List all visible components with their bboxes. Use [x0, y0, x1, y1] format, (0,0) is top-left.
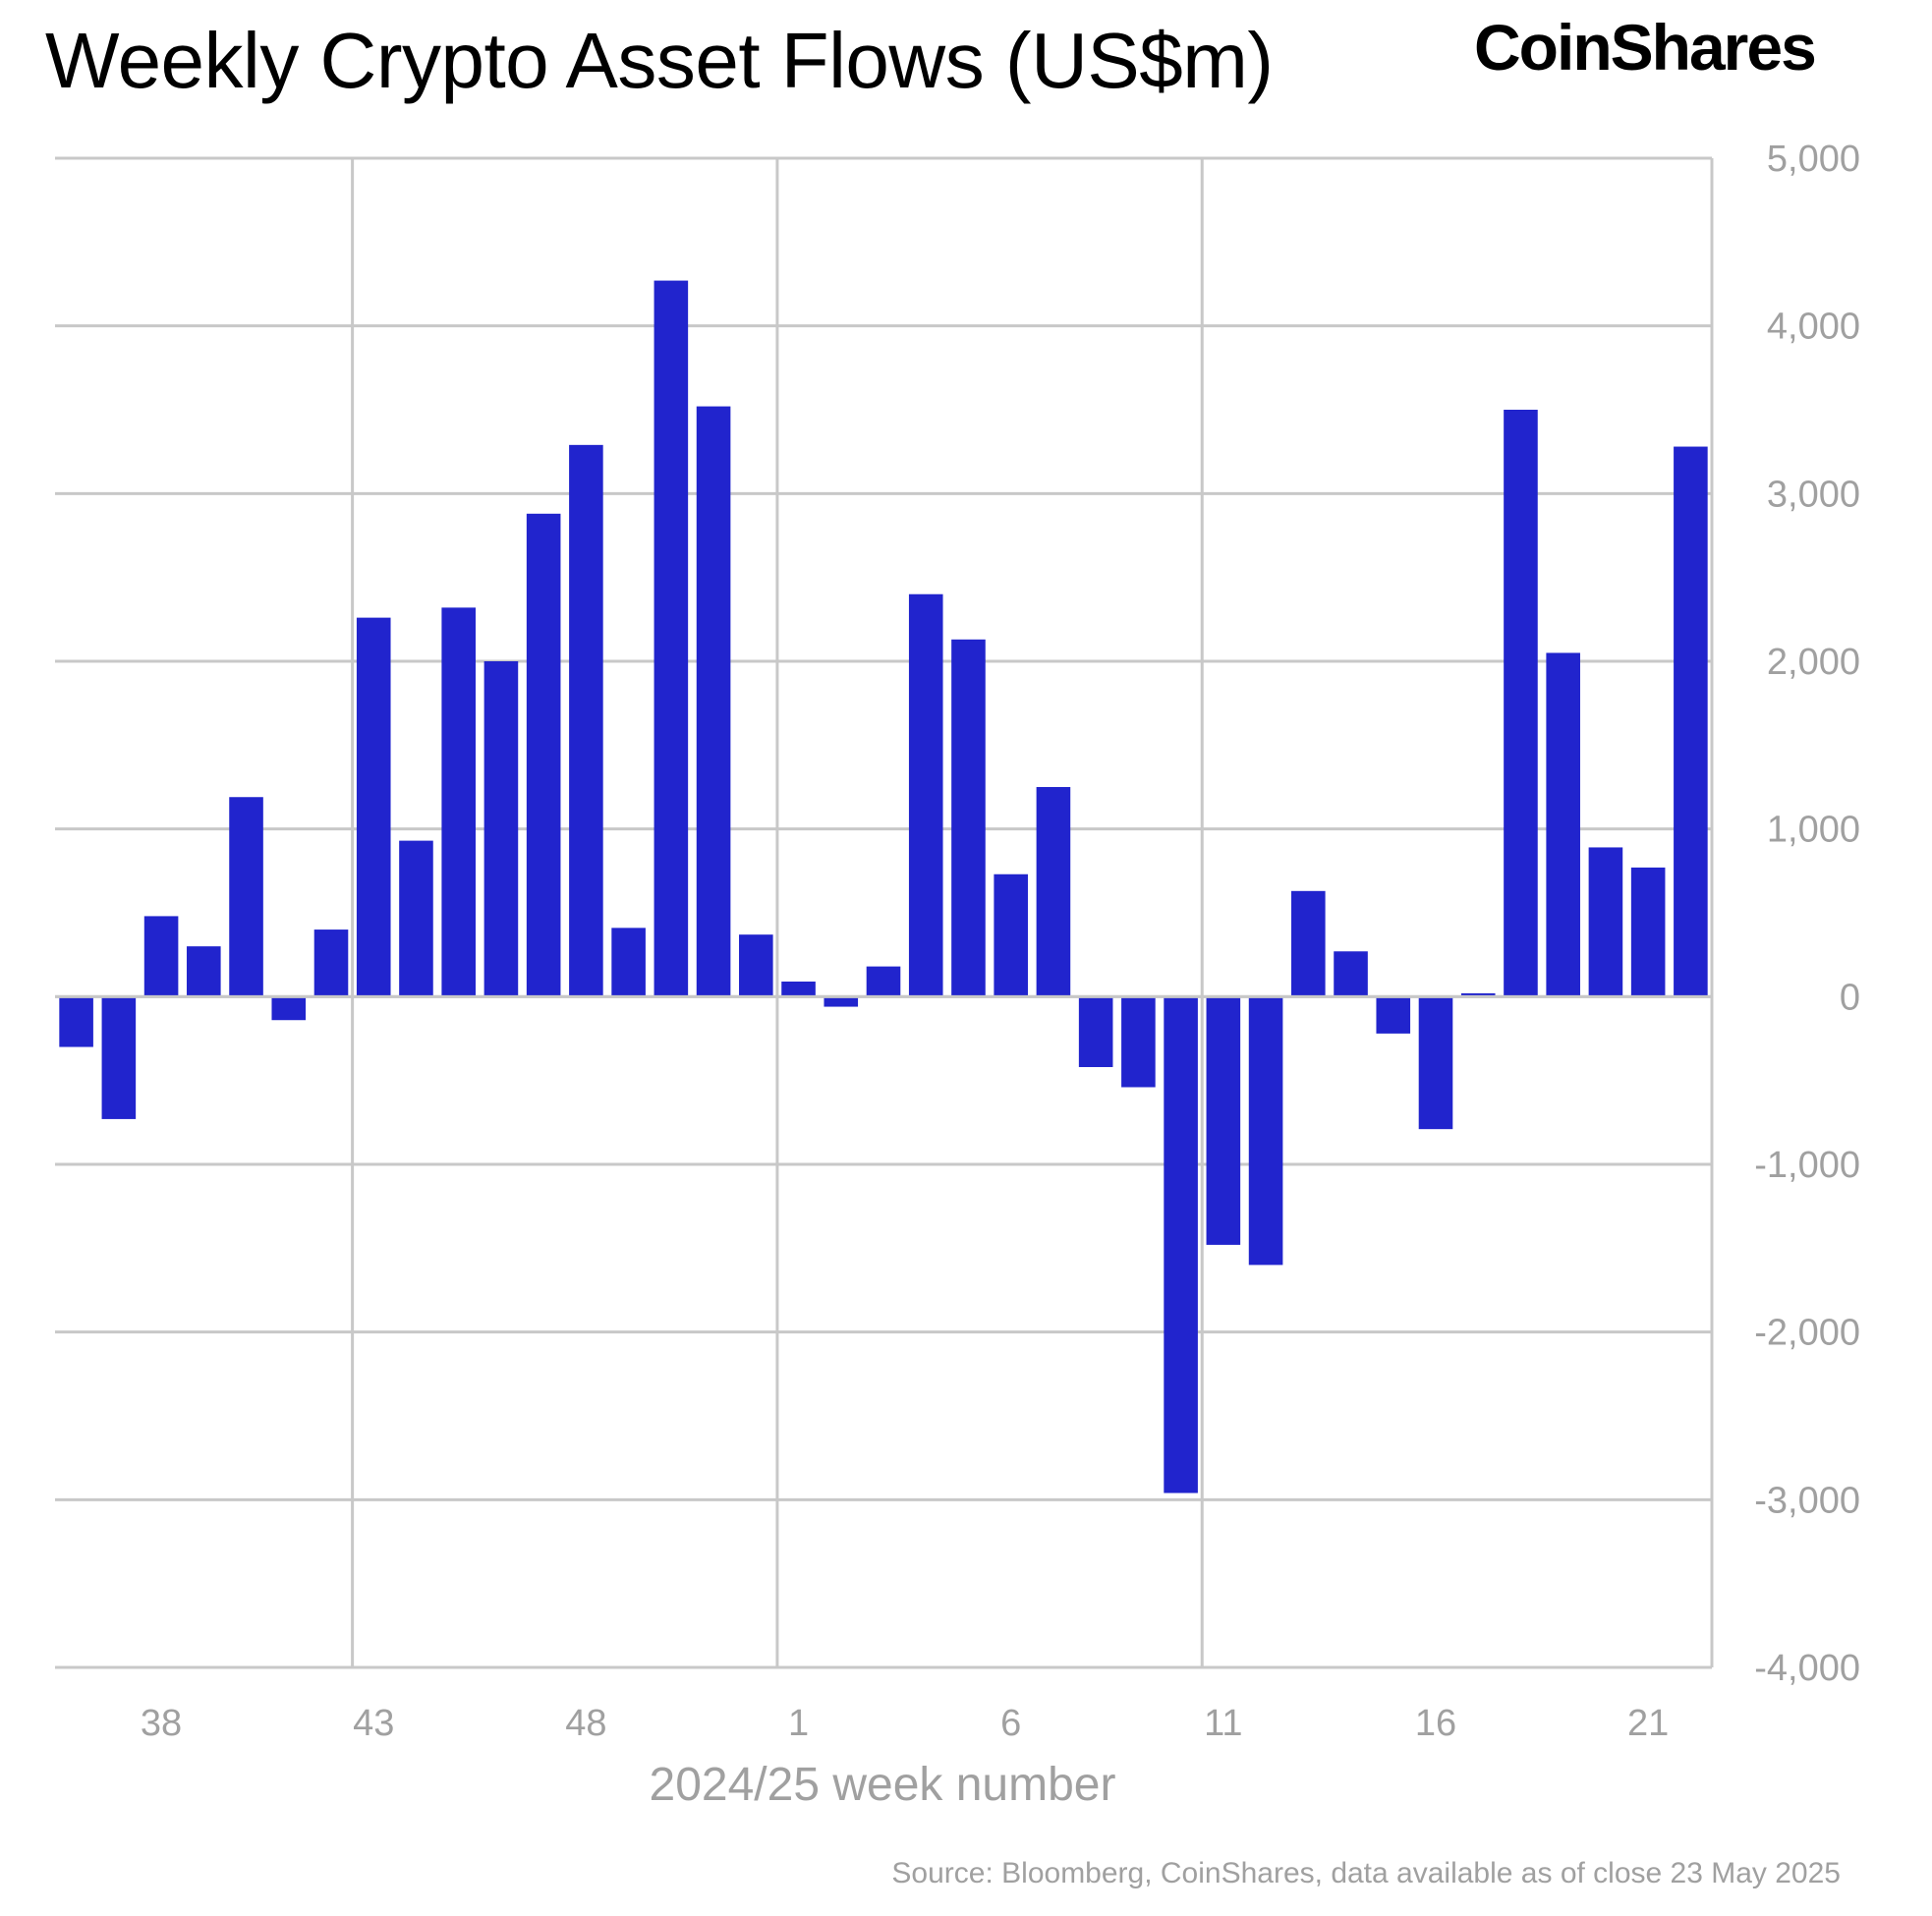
bar-week-48 [569, 444, 603, 997]
bar-week-46 [483, 661, 519, 997]
bar-week-37 [101, 996, 137, 1119]
y-tick-label: 4,000 [1767, 307, 1860, 348]
bar-week-22 [1674, 446, 1708, 997]
bar-week-21 [1630, 867, 1666, 997]
x-tick-label: 38 [141, 1703, 182, 1744]
bar-week-14 [1334, 951, 1368, 997]
bar-week-51 [696, 406, 731, 997]
bar-week-18 [1504, 410, 1538, 997]
bar-week-15 [1376, 996, 1411, 1034]
bar-week-39 [187, 946, 221, 997]
y-tick-label: 0 [1840, 977, 1860, 1018]
y-axis-tick-labels: 5,000 4,000 3,000 2,000 1,000 0 -1,000 -2,000 -3… [1754, 139, 1860, 1689]
y-tick-label: -2,000 [1754, 1313, 1860, 1354]
bar-week-16 [1418, 996, 1453, 1130]
bar-week-52 [739, 934, 773, 997]
bar-week-11 [1206, 996, 1241, 1245]
x-tick-label: 11 [1204, 1703, 1242, 1744]
source-note: Source: Bloomberg, CoinShares, data avai… [891, 1857, 1841, 1889]
bar-week-20 [1588, 847, 1623, 997]
bar-week-4 [908, 593, 943, 997]
bar-week-40 [229, 797, 263, 997]
bar-week-3 [866, 966, 901, 997]
bar-week-38 [143, 916, 179, 997]
y-tick-label: -4,000 [1754, 1648, 1860, 1689]
bar-week-12 [1248, 996, 1283, 1266]
y-tick-label: 2,000 [1767, 642, 1860, 683]
y-tick-label: -3,000 [1754, 1480, 1860, 1521]
bar-week-44 [399, 840, 433, 997]
y-tick-label: 5,000 [1767, 139, 1860, 180]
x-tick-label: 48 [565, 1703, 606, 1744]
bars [59, 280, 1708, 1493]
bar-week-43 [356, 617, 391, 997]
bar-week-6 [994, 873, 1028, 997]
coinshares-logo: CoinShares [1474, 11, 1817, 84]
bar-week-17 [1460, 992, 1496, 997]
bar-week-50 [653, 280, 689, 997]
bar-week-9 [1121, 996, 1156, 1088]
bar-week-19 [1546, 652, 1580, 997]
y-tick-label: 3,000 [1767, 474, 1860, 515]
bar-week-8 [1078, 996, 1113, 1068]
bar-week-13 [1291, 890, 1326, 997]
bar-week-41 [271, 996, 307, 1021]
bar-week-10 [1164, 996, 1198, 1493]
bar-week-45 [441, 607, 476, 997]
bar-week-42 [313, 930, 349, 997]
x-tick-label: 43 [353, 1703, 394, 1744]
bar-week-49 [611, 928, 646, 997]
x-tick-label: 16 [1415, 1703, 1456, 1744]
bar-week-1 [781, 981, 816, 997]
y-tick-label: -1,000 [1754, 1145, 1860, 1186]
chart-title: Weekly Crypto Asset Flows (US$m) [45, 17, 1274, 104]
x-tick-label: 6 [1000, 1703, 1021, 1744]
x-tick-label: 1 [788, 1703, 809, 1744]
bar-week-2 [824, 996, 859, 1007]
bar-week-47 [526, 513, 561, 997]
y-tick-label: 1,000 [1767, 810, 1860, 851]
bar-week-5 [951, 639, 986, 997]
x-tick-label: 21 [1627, 1703, 1669, 1744]
x-axis-title: 2024/25 week number [650, 1759, 1116, 1811]
x-axis-tick-labels: 38 43 48 1 6 11 16 21 [141, 1703, 1669, 1744]
bar-week-36 [59, 996, 93, 1047]
bar-week-7 [1036, 787, 1071, 997]
grid-lines [55, 156, 1714, 1669]
